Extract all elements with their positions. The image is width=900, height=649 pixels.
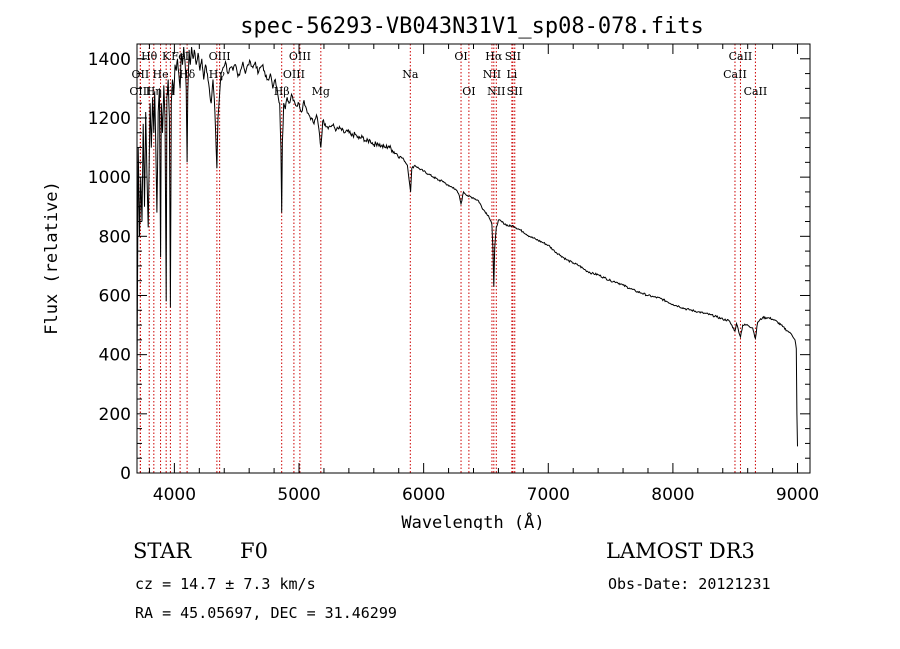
- x-tick-label-6000: 6000: [402, 485, 445, 505]
- survey-name: LAMOST DR3: [606, 539, 755, 563]
- y-tick-label-1000: 1000: [88, 168, 131, 188]
- line-label-3: K: [162, 50, 171, 63]
- line-label-4: He: [153, 68, 169, 81]
- object-subclass: F0: [240, 539, 268, 563]
- plot-frame: [136, 43, 811, 474]
- y-tick-label-1400: 1400: [88, 50, 131, 70]
- y-tick-label-200: 200: [99, 405, 131, 425]
- line-label-26: CaII: [744, 85, 768, 98]
- x-tick-label-9000: 9000: [776, 485, 819, 505]
- line-label-23: SII: [507, 85, 523, 98]
- line-label-20: NII: [487, 85, 505, 98]
- y-tick-label-0: 0: [120, 464, 131, 484]
- y-tick-label-400: 400: [99, 346, 131, 366]
- y-axis-ticks: 0 200 400 600 800 1000 1200 1400: [88, 50, 810, 484]
- line-label-11: OIII: [289, 50, 311, 63]
- line-label-21: SII: [505, 50, 521, 63]
- line-label-8: Hδ: [179, 68, 196, 81]
- y-tick-label-800: 800: [99, 227, 131, 247]
- x-axis-ticks: 4000 5000 6000 7000 8000 9000: [148, 44, 819, 505]
- flux-series-line: [136, 46, 798, 447]
- line-label-6: H: [166, 85, 176, 98]
- y-tick-label-600: 600: [99, 286, 131, 306]
- x-axis-label: Wavelength (Å): [401, 511, 544, 530]
- line-label-9: OIII: [209, 50, 231, 63]
- line-label-17: OI: [462, 85, 475, 98]
- object-class: STAR: [133, 539, 192, 563]
- x-tick-label-5000: 5000: [277, 485, 320, 505]
- line-label-15: Na: [402, 68, 419, 81]
- y-axis-label: Flux (relative): [42, 181, 62, 335]
- line-label-22: Li: [506, 68, 517, 81]
- line-label-18: Hα: [485, 50, 503, 63]
- line-label-7: FeI: [171, 50, 189, 63]
- redshift-value: cz = 14.7 ± 7.3 km/s: [135, 575, 316, 593]
- x-tick-label-7000: 7000: [527, 485, 570, 505]
- line-label-24: CaII: [729, 50, 753, 63]
- line-label-25: CaII: [723, 68, 747, 81]
- line-label-5: Hη: [146, 85, 162, 98]
- sky-coordinates: RA = 45.05697, DEC = 31.46299: [135, 604, 397, 622]
- line-label-16: OI: [454, 50, 467, 63]
- spectral-line-markers: [139, 44, 756, 473]
- observation-date: Obs-Date: 20121231: [608, 575, 771, 593]
- line-label-12: OIII: [283, 68, 305, 81]
- spectrum-chart: spec-56293-VB043N31V1_sp08-078.fits Hθ OI…: [42, 14, 819, 530]
- x-tick-label-4000: 4000: [153, 485, 196, 505]
- chart-title: spec-56293-VB043N31V1_sp08-078.fits: [240, 14, 704, 39]
- line-label-2: OIII: [129, 85, 151, 98]
- y-tick-label-1200: 1200: [88, 109, 131, 129]
- line-label-1: OII: [132, 68, 150, 81]
- x-tick-label-8000: 8000: [651, 485, 694, 505]
- line-label-14: Mg: [312, 85, 330, 98]
- line-label-19: NII: [483, 68, 501, 81]
- line-label-0: Hθ: [141, 50, 158, 63]
- line-label-13: Hβ: [274, 85, 290, 98]
